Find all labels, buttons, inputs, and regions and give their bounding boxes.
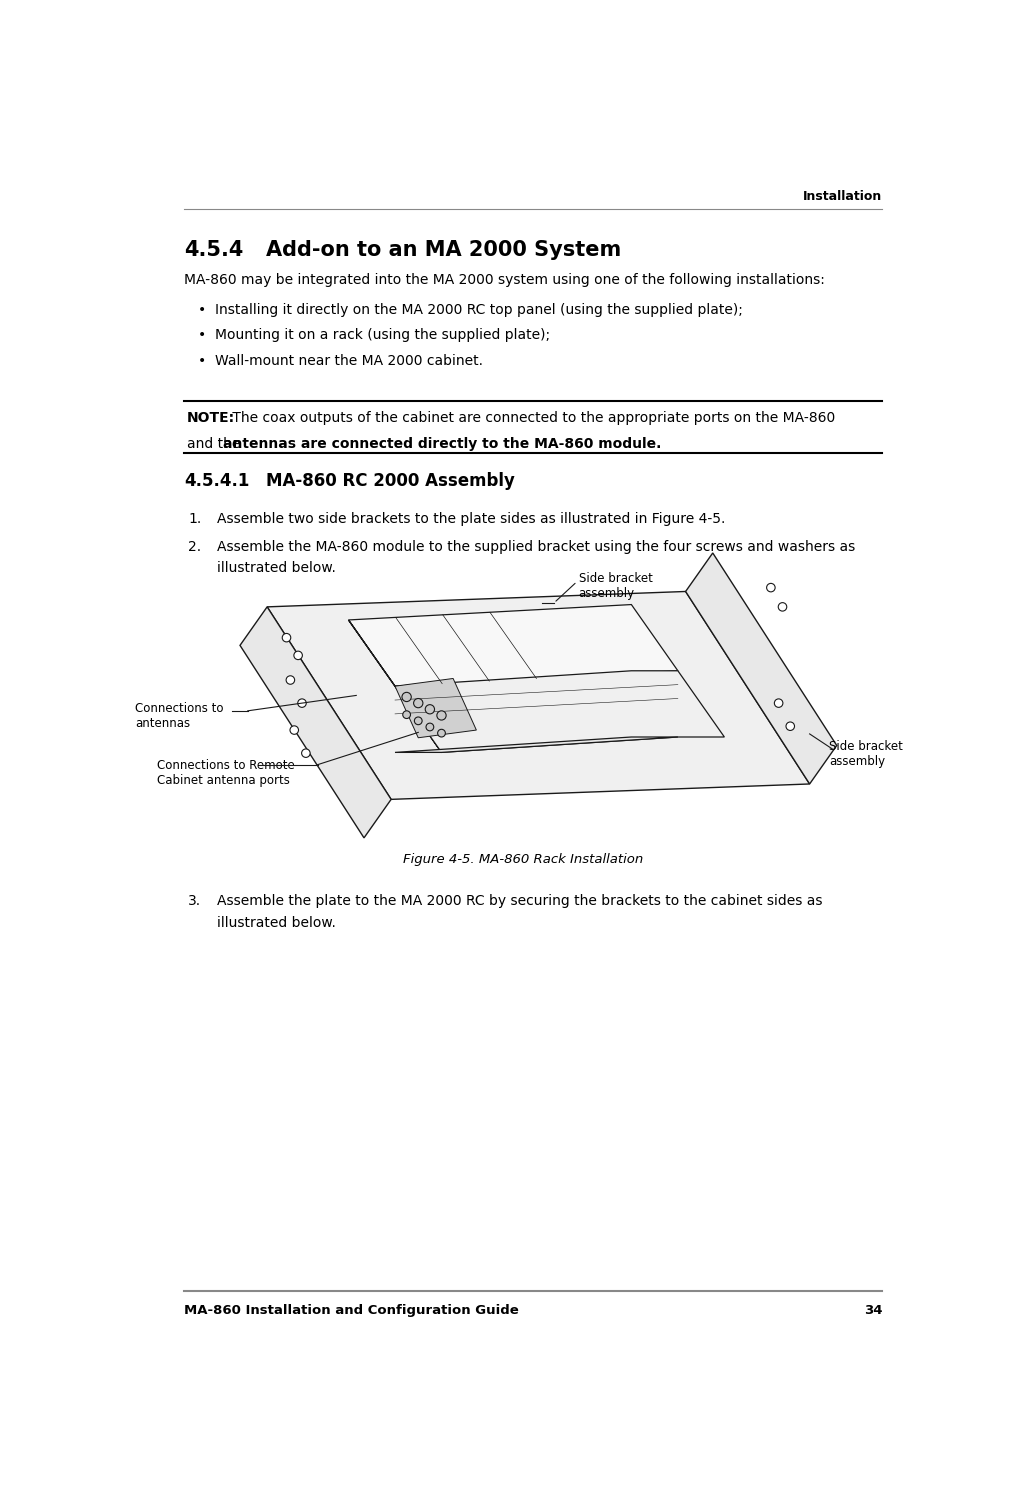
Text: Connections to Remote
Cabinet antenna ports: Connections to Remote Cabinet antenna po…: [157, 758, 295, 787]
Text: Mounting it on a rack (using the supplied plate);: Mounting it on a rack (using the supplie…: [215, 328, 550, 343]
Circle shape: [298, 699, 306, 708]
Circle shape: [426, 723, 434, 732]
Text: antennas are connected directly to the MA-860 module.: antennas are connected directly to the M…: [223, 437, 662, 450]
Text: The coax outputs of the cabinet are connected to the appropriate ports on the MA: The coax outputs of the cabinet are conn…: [229, 411, 835, 425]
Text: NOTE:: NOTE:: [187, 411, 235, 425]
Circle shape: [294, 651, 302, 660]
Polygon shape: [348, 619, 441, 752]
Text: Assemble two side brackets to the plate sides as illustrated in Figure 4-5.: Assemble two side brackets to the plate …: [216, 512, 725, 527]
Text: 4.5.4: 4.5.4: [184, 239, 244, 260]
Polygon shape: [240, 607, 391, 838]
Text: Installing it directly on the MA 2000 RC top panel (using the supplied plate);: Installing it directly on the MA 2000 RC…: [215, 302, 743, 317]
Text: Assemble the MA-860 module to the supplied bracket using the four screws and was: Assemble the MA-860 module to the suppli…: [216, 540, 855, 554]
Circle shape: [438, 730, 445, 738]
Text: 4.5.4.1: 4.5.4.1: [184, 473, 249, 491]
Polygon shape: [348, 604, 678, 687]
Text: MA-860 may be integrated into the MA 2000 system using one of the following inst: MA-860 may be integrated into the MA 200…: [184, 274, 825, 287]
Circle shape: [402, 711, 410, 718]
Text: MA-860 RC 2000 Assembly: MA-860 RC 2000 Assembly: [265, 473, 515, 491]
Circle shape: [286, 676, 295, 684]
Text: Figure 4-5. MA-860 Rack Installation: Figure 4-5. MA-860 Rack Installation: [402, 853, 643, 866]
Text: Side bracket
assembly: Side bracket assembly: [829, 741, 903, 767]
Circle shape: [778, 603, 787, 610]
Circle shape: [774, 699, 783, 708]
Text: Installation: Installation: [804, 190, 882, 202]
Text: illustrated below.: illustrated below.: [216, 561, 336, 576]
Circle shape: [290, 726, 298, 735]
Text: Wall-mount near the MA 2000 cabinet.: Wall-mount near the MA 2000 cabinet.: [215, 353, 483, 368]
Circle shape: [786, 723, 794, 730]
Polygon shape: [686, 554, 837, 784]
Circle shape: [767, 583, 775, 592]
Text: and the: and the: [187, 437, 244, 450]
Circle shape: [425, 705, 435, 714]
Text: •: •: [198, 353, 206, 368]
Text: illustrated below.: illustrated below.: [216, 916, 336, 929]
Text: 3.: 3.: [188, 895, 201, 908]
Text: Connections to
antennas: Connections to antennas: [136, 702, 224, 730]
Polygon shape: [395, 738, 678, 752]
Circle shape: [414, 699, 423, 708]
Text: 2.: 2.: [188, 540, 201, 554]
Text: Add-on to an MA 2000 System: Add-on to an MA 2000 System: [265, 239, 621, 260]
Circle shape: [282, 633, 291, 642]
Circle shape: [437, 711, 446, 720]
Text: MA-860 Installation and Configuration Guide: MA-860 Installation and Configuration Gu…: [184, 1305, 519, 1318]
Circle shape: [415, 717, 422, 724]
Polygon shape: [395, 670, 724, 752]
Circle shape: [301, 749, 310, 757]
Text: Assemble the plate to the MA 2000 RC by securing the brackets to the cabinet sid: Assemble the plate to the MA 2000 RC by …: [216, 895, 822, 908]
Text: •: •: [198, 328, 206, 343]
Polygon shape: [268, 591, 810, 799]
Text: 34: 34: [864, 1305, 882, 1318]
Polygon shape: [395, 679, 477, 738]
Text: 1.: 1.: [188, 512, 201, 527]
Text: Side bracket
assembly: Side bracket assembly: [579, 571, 652, 600]
Circle shape: [402, 693, 411, 702]
Text: •: •: [198, 302, 206, 317]
